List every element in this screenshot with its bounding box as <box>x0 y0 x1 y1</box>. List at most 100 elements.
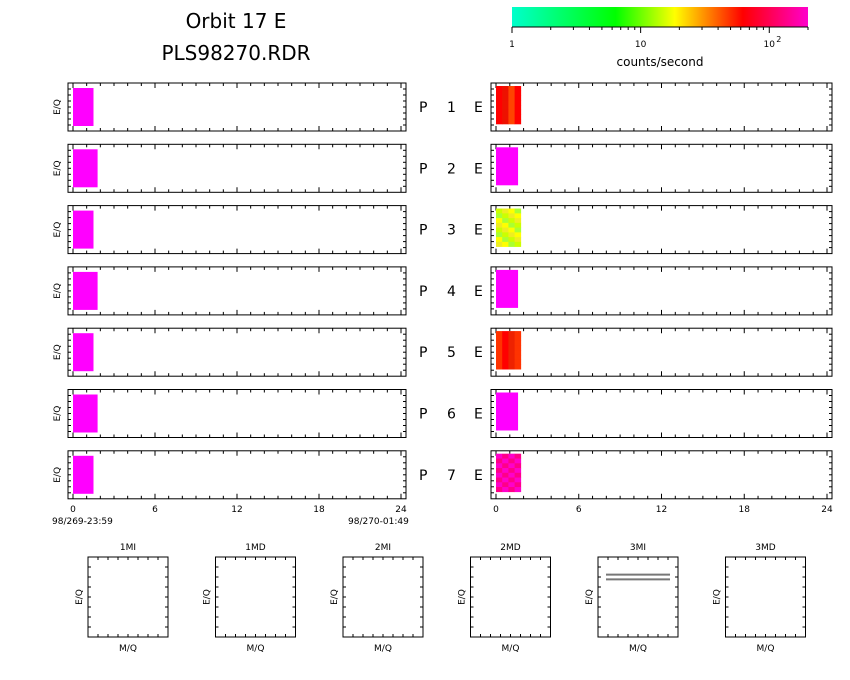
right-panel-cell <box>496 114 503 120</box>
right-panel-cell <box>514 354 522 360</box>
right-panel-cell <box>496 335 503 341</box>
right-panel-cell <box>508 463 515 469</box>
right-panel-cell <box>496 364 503 370</box>
colorbar: counts/second 1 10 102 <box>509 7 809 69</box>
right-panel-cell <box>514 90 522 96</box>
right-panel-frame <box>490 82 833 132</box>
right-xtick-label: 6 <box>576 505 582 515</box>
right-xtick-label: 12 <box>656 505 667 515</box>
right-panel-cell <box>496 232 503 238</box>
left-panel-bin <box>73 271 98 310</box>
right-panel-cell <box>514 227 522 233</box>
right-panel-cell <box>514 114 522 120</box>
mass-panel: 1MI M/Q E/Q <box>75 543 169 654</box>
right-panel: P 3 E <box>419 205 833 255</box>
right-panel-cell <box>514 458 522 464</box>
mass-panel-frame <box>470 556 551 638</box>
right-panel-cell <box>514 331 522 337</box>
title-file: PLS98270.RDR <box>161 41 310 65</box>
right-panel-cell <box>508 232 515 238</box>
right-panel-cell <box>514 482 522 488</box>
right-panel-cell <box>508 241 515 247</box>
right-panel-cell <box>502 364 509 370</box>
panel-label-p: P <box>419 345 427 361</box>
mass-panel-frame <box>87 556 169 638</box>
right-panel-cell <box>496 218 503 224</box>
right-panel-cell <box>514 119 522 125</box>
mass-panel: 2MI M/Q E/Q <box>330 543 424 654</box>
right-panel-cell <box>496 468 503 474</box>
left-panel-frame <box>67 450 407 500</box>
left-panel-ylabel: E/Q <box>53 99 63 115</box>
colorbar-label: counts/second <box>617 55 704 69</box>
right-panel-cell <box>514 468 522 474</box>
mass-panel-frame <box>597 556 679 638</box>
right-panel-cell <box>514 218 522 224</box>
right-panel-cell <box>496 477 503 483</box>
mass-panel-title: 3MI <box>630 543 646 553</box>
mass-panel-title: 2MI <box>375 543 391 553</box>
right-panel-cell <box>508 331 515 337</box>
mass-panel-ylabel: E/Q <box>75 589 85 605</box>
right-panel-cell <box>508 109 515 115</box>
left-panel-frame <box>67 143 407 193</box>
left-panel: E/Q <box>53 205 407 255</box>
left-panel-bin <box>73 394 98 433</box>
right-panel-cell <box>514 237 522 243</box>
colorbar-tick-label: 1 <box>509 40 515 50</box>
mass-panel-frame <box>342 556 424 638</box>
panel-label-p: P <box>419 468 427 484</box>
right-panel-cell <box>508 350 515 356</box>
right-panel-cell <box>496 345 503 351</box>
left-panel-frame <box>67 327 407 377</box>
left-panels: E/Q E/Q E/Q E/Q E/Q E/Q E/Q 0 6 12 18 24 98/269-23:5… <box>52 82 409 527</box>
right-panel-cell <box>514 477 522 483</box>
right-panel: P 7 E <box>419 450 833 500</box>
left-xtick-label: 24 <box>395 505 407 515</box>
right-panel-cell <box>514 472 522 478</box>
left-end-time: 98/270-01:49 <box>348 517 409 527</box>
right-panel-cell <box>514 100 522 106</box>
right-panel-cell <box>496 208 503 214</box>
right-panel-cell <box>508 114 515 120</box>
right-panel-cell <box>496 458 503 464</box>
panel-label-number: 4 <box>447 284 456 300</box>
right-panel-cell <box>502 463 509 469</box>
right-panel-cell <box>514 222 522 228</box>
right-panel-cell <box>514 340 522 346</box>
left-xtick-label: 6 <box>152 505 158 515</box>
mass-panel-xlabel: M/Q <box>119 644 137 654</box>
left-panel-frame <box>67 82 407 132</box>
right-panel-cell <box>502 232 509 238</box>
right-panel-cell <box>514 463 522 469</box>
panel-label-e: E <box>474 223 483 239</box>
left-panel-ylabel: E/Q <box>53 283 63 299</box>
right-panel-cell <box>508 227 515 233</box>
right-panel-bin <box>496 147 519 186</box>
right-panel-cell <box>508 354 515 360</box>
right-panel-frame <box>490 450 833 500</box>
right-panel-cell <box>502 222 509 228</box>
right-panel-cell <box>508 340 515 346</box>
left-panel-frame <box>67 389 407 438</box>
right-panel-cell <box>508 222 515 228</box>
right-panel-cell <box>502 335 509 341</box>
left-panel-ylabel: E/Q <box>53 344 63 360</box>
panel-label-e: E <box>474 407 483 423</box>
right-panel-cell <box>496 354 503 360</box>
right-panel-cell <box>508 218 515 224</box>
left-xtick-label: 18 <box>313 505 325 515</box>
right-panel-cell <box>496 350 503 356</box>
right-panel-cell <box>502 218 509 224</box>
right-panel-cell <box>496 453 503 459</box>
right-panel-cell <box>508 95 515 101</box>
right-panel-cell <box>508 105 515 111</box>
right-panel-cell <box>502 227 509 233</box>
panel-label-number: 1 <box>447 100 456 116</box>
right-panel-cell <box>508 482 515 488</box>
right-panel-cell <box>514 359 522 365</box>
right-panel-cell <box>502 458 509 464</box>
right-panel-cell <box>496 340 503 346</box>
right-panel-cell <box>514 364 522 370</box>
